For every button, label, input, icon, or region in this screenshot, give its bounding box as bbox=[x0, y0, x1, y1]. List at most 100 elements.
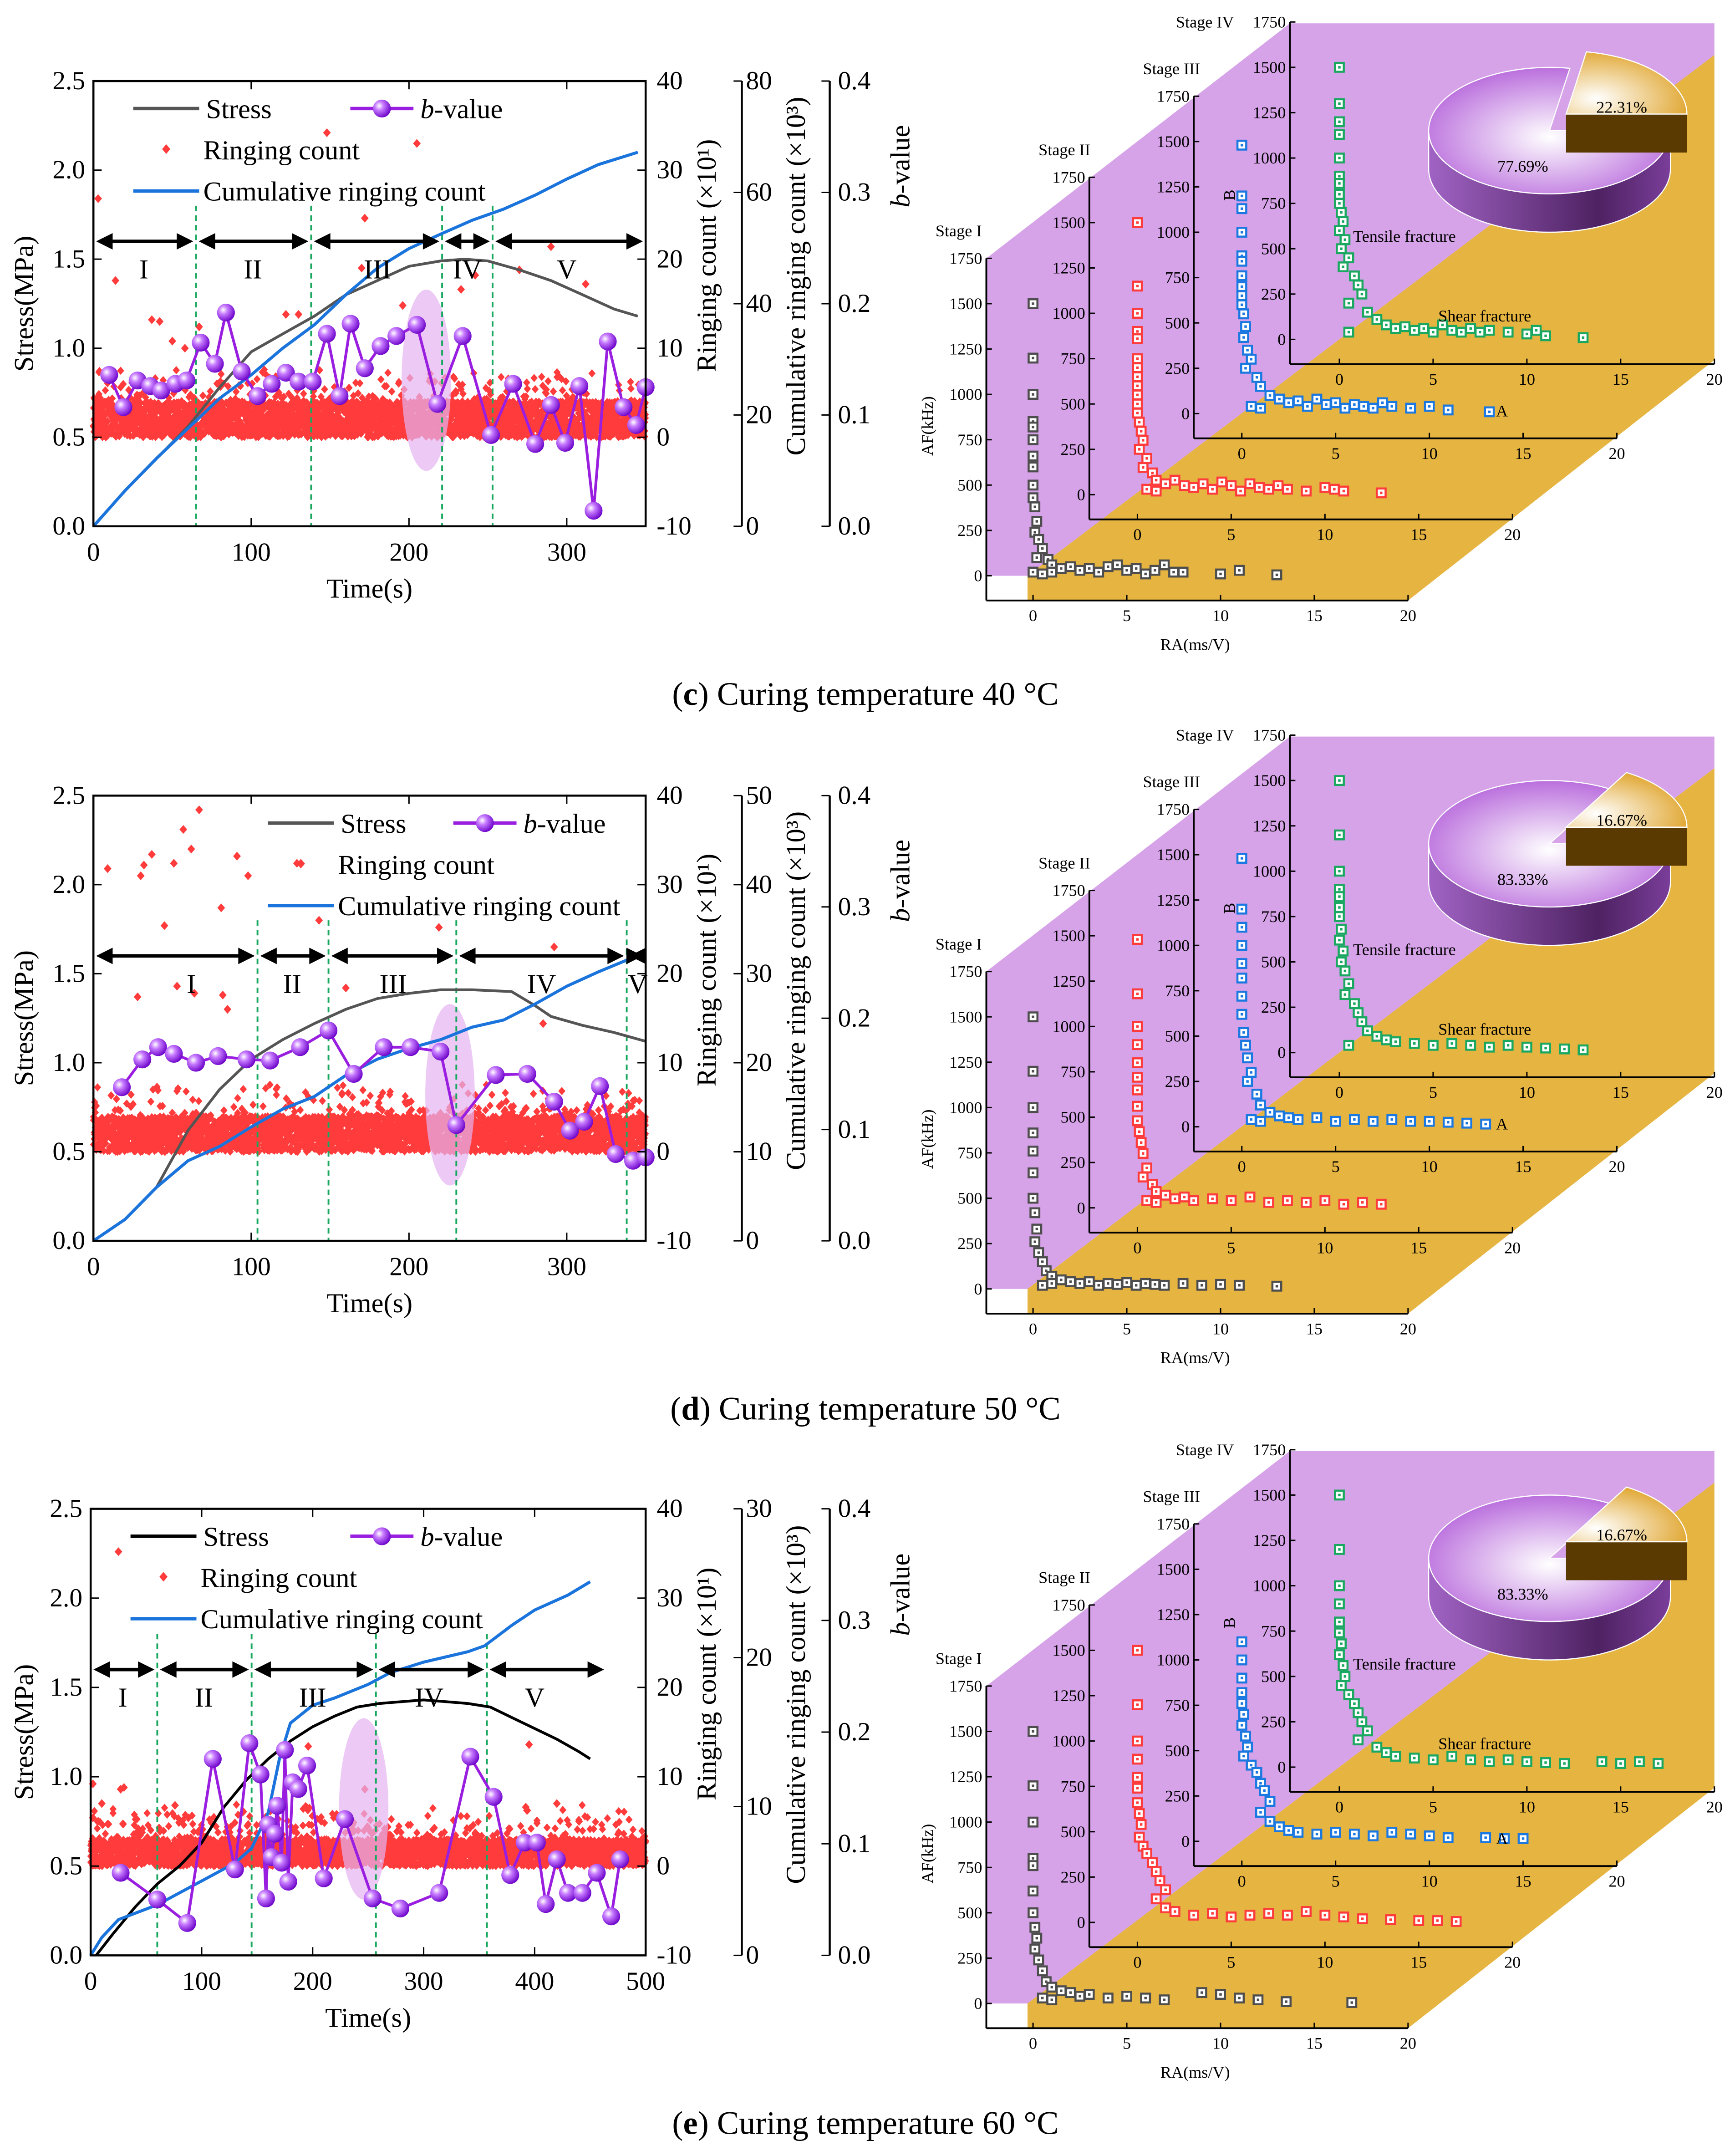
legend-ringing-label: Ringing count bbox=[204, 135, 360, 166]
scatter-point bbox=[1338, 216, 1349, 227]
stress-tick-label: 2.0 bbox=[50, 1584, 82, 1612]
stress-tick-label: 2.5 bbox=[50, 1494, 82, 1523]
scatter-point bbox=[1390, 1751, 1401, 1762]
scatter-marker-dot bbox=[1142, 1176, 1145, 1178]
scatter-point bbox=[1343, 1689, 1354, 1700]
scatter-marker-dot bbox=[1142, 1152, 1145, 1155]
cumulative-tick-label: 10 bbox=[746, 1137, 772, 1166]
scatter-marker-dot bbox=[1353, 275, 1356, 277]
ringing-count-point bbox=[357, 264, 366, 273]
ringing-tick-label: 0 bbox=[656, 423, 670, 451]
af-tick-label: 0 bbox=[1277, 1758, 1286, 1776]
scatter-point bbox=[1502, 1754, 1514, 1765]
b-value-marker bbox=[279, 1872, 297, 1891]
arrow-head-left-icon bbox=[96, 233, 113, 250]
scatter-marker-dot bbox=[1338, 779, 1341, 782]
fracture-pie-chart: 77.69% 22.31% bbox=[1428, 51, 1688, 233]
scatter-point bbox=[1216, 476, 1227, 488]
scatter-marker-dot bbox=[1267, 1912, 1270, 1915]
scatter-marker-dot bbox=[1428, 1835, 1431, 1837]
af-tick-label: 500 bbox=[957, 1189, 982, 1208]
scatter-point bbox=[1084, 1276, 1095, 1287]
arrow-head-right-icon bbox=[626, 948, 643, 964]
scatter-marker-dot bbox=[1241, 977, 1243, 979]
scatter-point bbox=[1147, 1857, 1158, 1868]
b-italic: b bbox=[885, 194, 916, 207]
time-tick-label: 100 bbox=[232, 538, 271, 566]
scatter-point bbox=[1283, 1112, 1294, 1123]
stage-name: Stage IV bbox=[1176, 13, 1234, 31]
scatter-point bbox=[1334, 934, 1345, 946]
stage-label: I bbox=[187, 969, 196, 999]
b-value-marker bbox=[428, 395, 447, 413]
scatter-marker-dot bbox=[1360, 293, 1364, 296]
scatter-point bbox=[1135, 1819, 1147, 1830]
af-tick-label: 1500 bbox=[949, 1723, 982, 1741]
af-tick-label: 1750 bbox=[1157, 87, 1190, 105]
scatter-marker-dot bbox=[1238, 569, 1241, 572]
ringing-tick-label: 40 bbox=[656, 1494, 682, 1523]
af-tick-label: 250 bbox=[1261, 998, 1286, 1016]
ringing-count-point bbox=[219, 990, 227, 1000]
scatter-marker-dot bbox=[1305, 1910, 1308, 1913]
b-value-marker bbox=[341, 315, 360, 333]
af-tick-label: 0 bbox=[1181, 404, 1190, 423]
scatter-point bbox=[1140, 1993, 1151, 2003]
scatter-marker-dot bbox=[1241, 857, 1243, 860]
scatter-point bbox=[1281, 1996, 1292, 2007]
caption-letter: d bbox=[681, 1390, 699, 1427]
ringing-tick-label: 20 bbox=[656, 1673, 682, 1702]
scatter-point bbox=[1371, 1030, 1383, 1042]
af-tick-label: 1500 bbox=[1253, 58, 1286, 76]
scatter-marker-dot bbox=[1338, 193, 1341, 196]
scatter-point bbox=[1102, 1278, 1114, 1289]
scatter-point bbox=[1074, 1278, 1085, 1289]
af-tick-label: 0 bbox=[974, 1994, 982, 2013]
b-value-marker bbox=[484, 1788, 503, 1806]
scatter-marker-dot bbox=[1032, 1197, 1034, 1200]
scatter-marker-dot bbox=[1361, 1201, 1364, 1204]
stage-arrow bbox=[495, 233, 643, 250]
b-value-marker bbox=[304, 372, 322, 391]
ra-tick-label: 20 bbox=[1504, 1953, 1521, 1972]
scatter-point bbox=[1028, 421, 1039, 433]
b-value-marker bbox=[518, 1065, 536, 1083]
scatter-marker-dot bbox=[1238, 1997, 1241, 1999]
stress-tick-label: 0.5 bbox=[50, 1851, 82, 1880]
scatter-marker-dot bbox=[1353, 1002, 1356, 1005]
ringing-axis-title: Ringing count (×10¹) bbox=[692, 1568, 722, 1800]
scatter-marker-dot bbox=[1241, 274, 1243, 277]
af-tick-label: 1500 bbox=[1052, 927, 1085, 945]
ringing-count-point bbox=[173, 982, 181, 991]
ra-tick-label: 10 bbox=[1317, 525, 1333, 544]
scatter-marker-dot bbox=[1219, 572, 1222, 576]
scatter-marker-dot bbox=[1032, 1820, 1034, 1824]
scatter-point bbox=[1134, 1126, 1145, 1137]
b-value-marker bbox=[133, 1050, 152, 1069]
scatter-marker-dot bbox=[1241, 1013, 1243, 1016]
time-tick-label: 200 bbox=[293, 1967, 332, 1996]
scatter-marker-dot bbox=[1079, 1282, 1081, 1285]
b-value-marker bbox=[391, 1899, 409, 1918]
scatter-marker-dot bbox=[1219, 1993, 1222, 1996]
scatter-point bbox=[1236, 1654, 1247, 1666]
scatter-point bbox=[1521, 328, 1532, 340]
scatter-point bbox=[1160, 478, 1171, 489]
legend-stress-label: Stress bbox=[204, 1522, 269, 1552]
ringing-tick-label: 10 bbox=[656, 334, 682, 362]
scatter-marker-dot bbox=[1045, 1269, 1048, 1272]
ringing-count-point bbox=[295, 310, 303, 319]
ringing-count-point bbox=[114, 1547, 122, 1556]
scatter-point bbox=[1236, 1720, 1247, 1731]
scatter-marker-dot bbox=[1060, 1989, 1063, 1992]
af-tick-label: 0 bbox=[1277, 330, 1286, 348]
scatter-marker-dot bbox=[1535, 329, 1538, 332]
scatter-point bbox=[1046, 1982, 1058, 1993]
scatter-marker-dot bbox=[1338, 938, 1341, 942]
scatter-marker-dot bbox=[1125, 569, 1128, 572]
time-tick-label: 400 bbox=[515, 1967, 554, 1996]
caption-letter: c bbox=[683, 675, 697, 712]
scatter-point bbox=[1207, 484, 1218, 495]
scatter-point bbox=[1242, 1052, 1253, 1064]
scatter-marker-dot bbox=[1488, 1760, 1491, 1763]
